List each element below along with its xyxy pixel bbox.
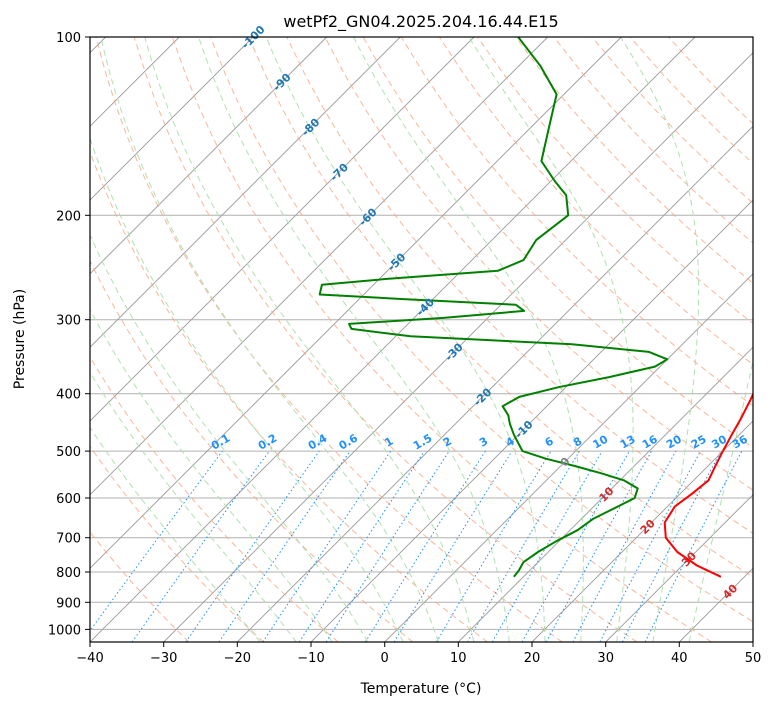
dry-adiabat xyxy=(171,37,712,642)
dry-adiabat xyxy=(210,37,753,623)
mixing-ratio-line xyxy=(185,450,320,642)
dry-adiabat xyxy=(286,37,753,534)
x-axis-title: Temperature (°C) xyxy=(360,681,482,697)
dry-adiabat xyxy=(515,37,753,284)
mixing-ratio-line xyxy=(393,450,513,642)
mixing-ratio-line xyxy=(325,450,450,642)
moist-adiabat xyxy=(620,37,700,642)
isotherm-line xyxy=(384,273,753,642)
y-tick-label: 1000 xyxy=(48,623,81,638)
isotherm-line xyxy=(236,125,753,642)
y-tick-label: 900 xyxy=(56,596,81,611)
background-lines xyxy=(90,37,753,642)
moist-adiabat xyxy=(198,37,510,642)
x-tick-label: −30 xyxy=(150,651,177,666)
mixing-ratio-line xyxy=(298,450,425,642)
mixing-ratio-line xyxy=(572,450,677,642)
x-tick-label: 0 xyxy=(381,651,389,666)
mixing-ratio-line xyxy=(644,450,743,642)
mixing-ratio-line xyxy=(131,450,270,642)
x-tick-label: −10 xyxy=(297,651,324,666)
mixing-ratio-line xyxy=(90,450,223,632)
isotherm-line xyxy=(90,37,622,569)
dry-adiabat xyxy=(90,356,339,642)
isotherm-line xyxy=(605,494,753,642)
dry-adiabat xyxy=(95,37,563,642)
isotherm-line xyxy=(90,37,401,348)
moist-adiabat xyxy=(90,233,369,642)
dry-adiabat xyxy=(324,37,753,491)
moist-adiabat xyxy=(265,37,546,642)
dry-adiabat xyxy=(90,445,264,642)
x-tick-label: 30 xyxy=(597,651,614,666)
y-tick-label: 500 xyxy=(56,445,81,460)
dry-adiabat xyxy=(248,37,753,578)
y-tick-label: 300 xyxy=(56,314,81,329)
dry-adiabat xyxy=(133,37,638,642)
dry-adiabat xyxy=(90,259,414,642)
y-tick-label: 700 xyxy=(56,532,81,547)
y-tick-label: 800 xyxy=(56,566,81,581)
x-tick-label: −40 xyxy=(76,651,103,666)
moist-adiabat xyxy=(144,37,475,642)
plot-frame xyxy=(89,36,754,643)
x-tick-label: 20 xyxy=(524,651,541,666)
chart-title: wetPf2_GN04.2025.204.16.44.E15 xyxy=(283,12,558,32)
y-tick-label: 400 xyxy=(56,388,81,403)
y-axis: 100 200 300 400 500 600 700 800 900 1000 xyxy=(48,31,90,638)
x-tick-label: −20 xyxy=(224,651,251,666)
y-tick-label: 200 xyxy=(56,209,81,224)
mixing-ratio-line xyxy=(521,450,630,642)
isotherm-line xyxy=(90,37,549,496)
mixing-ratio-line xyxy=(218,450,351,642)
moist-adiabat xyxy=(90,371,297,642)
moist-adiabat xyxy=(90,136,404,642)
mixing-ratio-line xyxy=(262,450,392,642)
moist-adiabat xyxy=(90,426,261,642)
isotherm-line xyxy=(457,346,753,642)
x-tick-label: 40 xyxy=(671,651,688,666)
moist-adiabat xyxy=(688,358,753,642)
moist-adiabat xyxy=(353,37,584,642)
isotherm-line xyxy=(90,37,475,422)
x-tick-label: 10 xyxy=(450,651,467,666)
isotherm-line xyxy=(90,37,254,201)
isotherm-line xyxy=(90,37,328,275)
y-axis-title: Pressure (hPa) xyxy=(12,289,28,389)
mixing-ratio-line xyxy=(545,450,653,642)
sounding-profiles xyxy=(318,37,753,578)
temperature-profile-line xyxy=(663,391,753,578)
x-tick-label: 50 xyxy=(745,651,762,666)
moist-adiabat xyxy=(90,308,333,642)
moist-adiabat xyxy=(100,37,439,642)
isotherm-line xyxy=(531,420,753,642)
isotherm-line xyxy=(90,37,696,642)
x-axis: −40 −30 −20 −10 0 10 20 30 40 50 xyxy=(76,642,761,666)
y-tick-label: 600 xyxy=(56,492,81,507)
y-tick-label: 100 xyxy=(56,31,81,46)
dewpoint-profile-line xyxy=(318,37,669,578)
